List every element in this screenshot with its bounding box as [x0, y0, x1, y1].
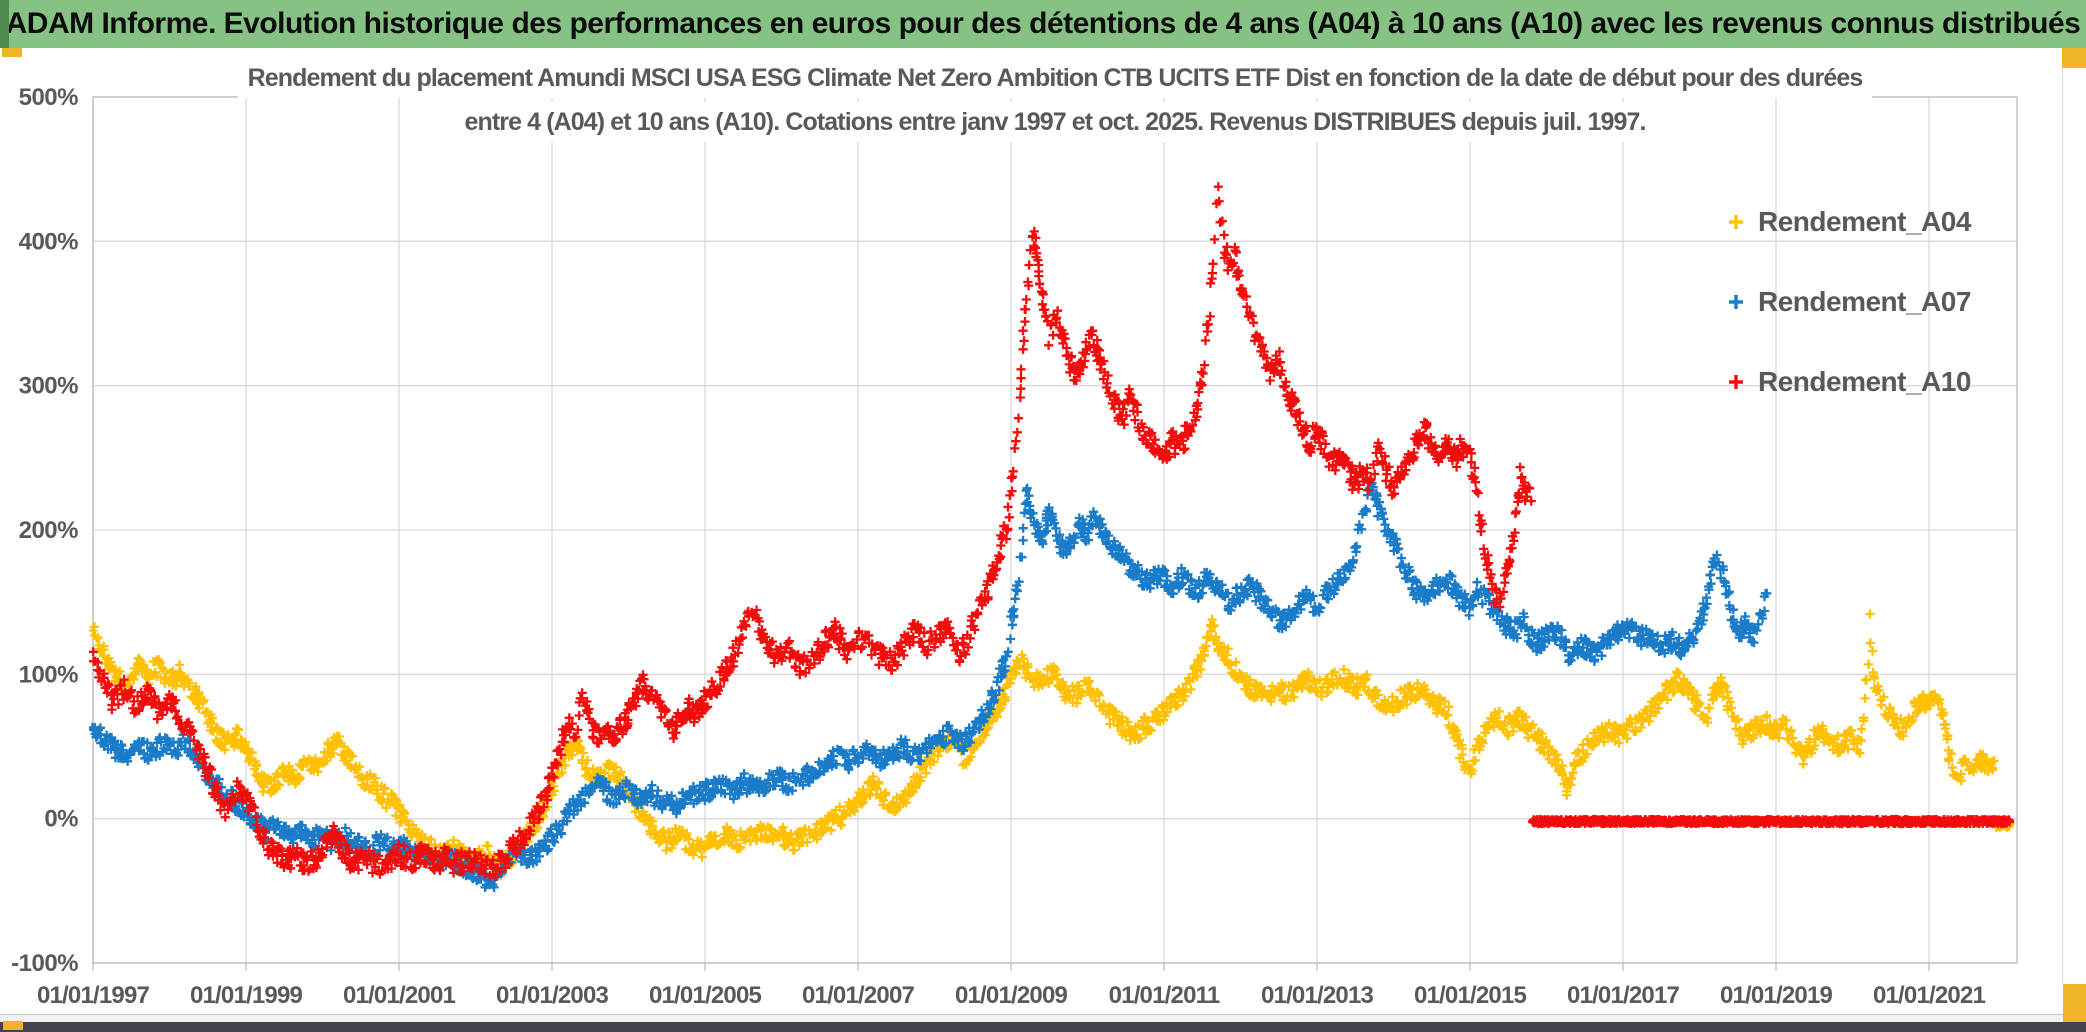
plus-marker-icon [1729, 215, 1743, 229]
x-axis-label: 01/01/2021 [1873, 982, 1986, 1009]
legend-item-a07: Rendement_A07 [1726, 262, 1971, 342]
x-axis-label: 01/01/2009 [955, 982, 1068, 1009]
y-axis-label: 400% [19, 228, 79, 255]
y-axis-label: 200% [19, 517, 79, 544]
x-axis-label: 01/01/2003 [496, 982, 609, 1009]
x-axis-label: 01/01/2019 [1720, 982, 1833, 1009]
y-axis-labels: 500% 400% 300% 200% 100% 0% -100% [11, 84, 79, 977]
accent-square-bottom-left [3, 1021, 23, 1030]
accent-square-top-right [2062, 48, 2086, 68]
page-right-divider [2062, 68, 2063, 984]
x-axis-label: 01/01/1999 [190, 982, 303, 1009]
series-rendement_a10 [89, 182, 2015, 882]
legend-label-a10: Rendement_A10 [1758, 366, 1971, 397]
y-axis-label: 100% [19, 661, 79, 688]
header-bar: ADAM Informe. Evolution historique des p… [0, 0, 2086, 48]
x-axis-label: 01/01/1997 [37, 982, 150, 1009]
y-axis-label: 300% [19, 373, 79, 400]
header-left-edge [0, 0, 9, 48]
x-axis-labels: 01/01/1997 01/01/1999 01/01/2001 01/01/2003… [37, 982, 1986, 1009]
x-axis-label: 01/01/2011 [1109, 982, 1220, 1009]
x-axis-label: 01/01/2013 [1261, 982, 1374, 1009]
x-axis-label: 01/01/2015 [1414, 982, 1527, 1009]
footer-divider [0, 1014, 2086, 1015]
x-axis-ticks [92, 963, 1930, 971]
y-axis-label: 500% [19, 84, 79, 111]
legend-item-a10: Rendement_A10 [1726, 342, 1971, 422]
plus-marker-icon [1729, 375, 1743, 389]
x-axis-label: 01/01/2001 [343, 982, 456, 1009]
accent-square-top-left [2, 48, 22, 57]
footer-strip [0, 1015, 2086, 1022]
x-axis-label: 01/01/2005 [649, 982, 762, 1009]
plus-marker-icon [1729, 295, 1743, 309]
chart-legend: Rendement_A04 Rendement_A07 Rendement_A1… [1726, 182, 1971, 422]
legend-label-a04: Rendement_A04 [1758, 206, 1971, 237]
y-axis-label: 0% [44, 806, 78, 833]
footer-bar [0, 1022, 2086, 1032]
y-axis-label: -100% [11, 950, 78, 977]
legend-label-a07: Rendement_A07 [1758, 286, 1971, 317]
series-rendement_a07 [89, 476, 1772, 892]
x-axis-label: 01/01/2007 [802, 982, 915, 1009]
x-axis-label: 01/01/2017 [1567, 982, 1680, 1009]
accent-square-bottom-right [2063, 984, 2086, 1022]
page-title: ADAM Informe. Evolution historique des p… [5, 7, 2081, 40]
legend-item-a04: Rendement_A04 [1726, 182, 1971, 262]
